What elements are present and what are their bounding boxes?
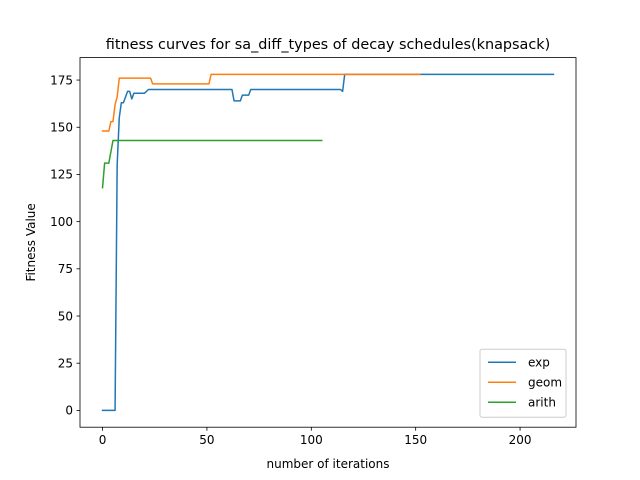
legend-label-geom: geom (528, 376, 562, 390)
x-axis-ticks: 0 50 100 150 200 (99, 427, 532, 447)
y-tick-label: 50 (58, 309, 73, 323)
axes-frame (79, 57, 577, 428)
x-axis-label: number of iterations (267, 457, 390, 471)
series-line-arith (101, 139, 323, 189)
x-tick-label: 50 (199, 433, 214, 447)
x-tick-label: 150 (404, 433, 427, 447)
y-tick-label: 100 (50, 215, 73, 229)
y-tick-label: 0 (65, 404, 73, 418)
plot-lines (101, 73, 555, 412)
x-tick-label: 0 (99, 433, 107, 447)
legend-box (479, 348, 567, 418)
chart-title: fitness curves for sa_diff_types of deca… (106, 37, 550, 53)
y-tick-label: 150 (50, 121, 73, 135)
y-axis-ticks: 0 25 50 75 100 125 150 175 (50, 73, 80, 418)
series-line-exp (101, 73, 555, 412)
x-tick-label: 200 (509, 433, 532, 447)
y-tick-label: 25 (58, 357, 73, 371)
series-line-geom (101, 73, 421, 132)
legend: exp geom arith (479, 348, 567, 418)
legend-label-arith: arith (528, 396, 556, 410)
y-tick-label: 125 (50, 168, 73, 182)
y-tick-label: 175 (50, 73, 73, 87)
legend-label-exp: exp (528, 356, 550, 370)
x-tick-label: 100 (300, 433, 323, 447)
y-axis-label: Fitness Value (24, 203, 38, 281)
y-tick-label: 75 (58, 262, 73, 276)
